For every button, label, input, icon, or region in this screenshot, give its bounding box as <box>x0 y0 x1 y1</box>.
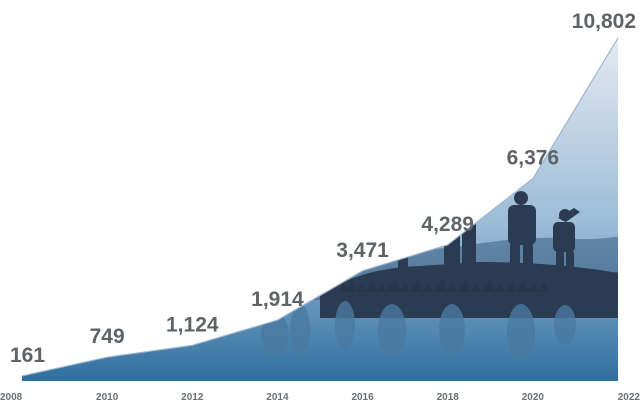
x-tick-label: 2022 <box>618 392 640 400</box>
x-tick-label: 2012 <box>181 392 204 400</box>
data-label: 4,289 <box>421 213 474 236</box>
landscape-illustration <box>261 191 618 360</box>
data-label: 1,914 <box>251 288 304 311</box>
data-label: 10,802 <box>572 10 636 33</box>
data-label: 6,376 <box>507 147 560 170</box>
x-tick-label: 2008 <box>0 392 23 400</box>
data-label: 3,471 <box>336 239 389 262</box>
reflection <box>261 301 576 360</box>
series-area <box>21 37 619 381</box>
data-label: 749 <box>90 325 125 348</box>
x-tick-label: 2014 <box>266 392 289 400</box>
x-tick-label: 2016 <box>351 392 374 400</box>
area-outline <box>21 37 619 377</box>
x-tick-label: 2020 <box>522 392 545 400</box>
data-label: 1,124 <box>166 313 219 336</box>
x-tick-label: 2018 <box>437 392 460 400</box>
data-label: 161 <box>10 344 45 367</box>
x-axis-ticks: 2008 2010 2012 2014 2016 2018 2020 2022 <box>0 392 640 400</box>
x-tick-label: 2010 <box>96 392 119 400</box>
data-labels: 161 749 1,124 1,914 3,471 4,289 6,376 10,802 <box>10 10 636 367</box>
